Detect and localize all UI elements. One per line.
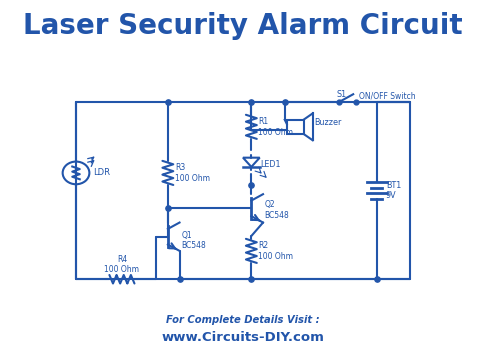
Text: S1: S1 [336, 90, 347, 99]
Text: LDR: LDR [93, 168, 110, 177]
Text: Q1
BC548: Q1 BC548 [181, 230, 206, 250]
Text: www.Circuits-DIY.com: www.Circuits-DIY.com [161, 331, 325, 344]
Text: BT1
9V: BT1 9V [386, 181, 401, 200]
Text: LED1: LED1 [260, 159, 281, 168]
Text: Q2
BC548: Q2 BC548 [265, 201, 290, 220]
Text: R1
100 Ohm: R1 100 Ohm [259, 117, 294, 136]
Text: R3
100 Ohm: R3 100 Ohm [175, 163, 210, 183]
Text: For Complete Details Visit :: For Complete Details Visit : [166, 315, 320, 325]
Text: ON/OFF Switch: ON/OFF Switch [359, 91, 416, 100]
Text: Laser Security Alarm Circuit: Laser Security Alarm Circuit [23, 12, 463, 40]
Bar [287, 120, 304, 134]
Text: R4
100 Ohm: R4 100 Ohm [104, 255, 139, 274]
Text: Buzzer: Buzzer [314, 118, 342, 127]
Text: R2
100 Ohm: R2 100 Ohm [259, 241, 294, 261]
